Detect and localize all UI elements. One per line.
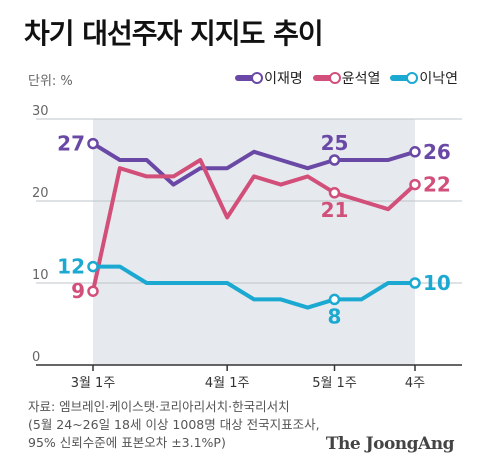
y-tick-label: 20	[32, 186, 49, 201]
data-point-marker	[409, 146, 421, 158]
data-point-marker	[87, 137, 99, 150]
y-tick-label: 0	[32, 350, 40, 365]
data-point-marker	[87, 285, 99, 297]
data-label: 12	[57, 255, 85, 279]
source-line-1: 자료: 엠브레인·케이스탯·코리아리서치·한국리서치	[28, 399, 290, 414]
source-note: 자료: 엠브레인·케이스탯·코리아리서치·한국리서치 (5월 24~26일 18…	[28, 398, 320, 452]
x-tick-label: 3월 1주	[71, 376, 116, 391]
series-line-2	[91, 264, 417, 310]
data-label: 10	[423, 271, 451, 295]
data-point-marker	[328, 187, 341, 199]
unit-label: 단위: %	[28, 74, 73, 89]
data-label: 27	[57, 132, 85, 156]
x-tick-label: 4월 1주	[205, 376, 250, 391]
data-point-marker	[409, 178, 421, 191]
data-label: 8	[328, 304, 342, 328]
x-tick-label: 4주	[405, 376, 425, 391]
data-label: 25	[321, 131, 349, 155]
legend-swatch-series-2	[390, 72, 419, 84]
legend-swatch-series-1	[312, 72, 341, 84]
data-point-marker	[328, 293, 341, 306]
legend: 이재명 윤석열 이낙연	[235, 68, 458, 88]
legend-swatch-series-0	[235, 72, 264, 84]
legend-item-series-2: 이낙연	[390, 68, 458, 88]
brand-logo: The JoongAng	[325, 434, 455, 454]
x-tick-label: 5월 1주	[312, 376, 357, 391]
data-label: 21	[321, 198, 349, 222]
y-tick-label: 10	[32, 268, 49, 283]
data-label: 22	[423, 173, 451, 197]
y-tick-label: 30	[32, 104, 49, 119]
chart-title: 차기 대선주자 지지도 추이	[24, 17, 324, 50]
series-line-1	[91, 158, 417, 294]
legend-item-series-1: 윤석열	[312, 68, 381, 88]
source-line-3: 95% 신뢰수준에 표본오차 ±3.1%P)	[28, 435, 226, 450]
data-point-marker	[409, 277, 421, 289]
legend-item-series-0: 이재명	[235, 68, 303, 88]
data-point-marker	[87, 260, 99, 273]
data-label: 26	[423, 140, 451, 164]
data-point-marker	[328, 154, 341, 166]
source-line-2: (5월 24~26일 18세 이상 1008명 대상 전국지표조사,	[28, 417, 320, 432]
data-label: 9	[71, 279, 85, 303]
legend-label-series-2: 이낙연	[419, 71, 458, 87]
legend-label-series-1: 윤석열	[341, 71, 381, 87]
shaded-period	[93, 119, 415, 365]
series-line-0	[91, 141, 417, 187]
legend-label-series-0: 이재명	[264, 71, 303, 87]
